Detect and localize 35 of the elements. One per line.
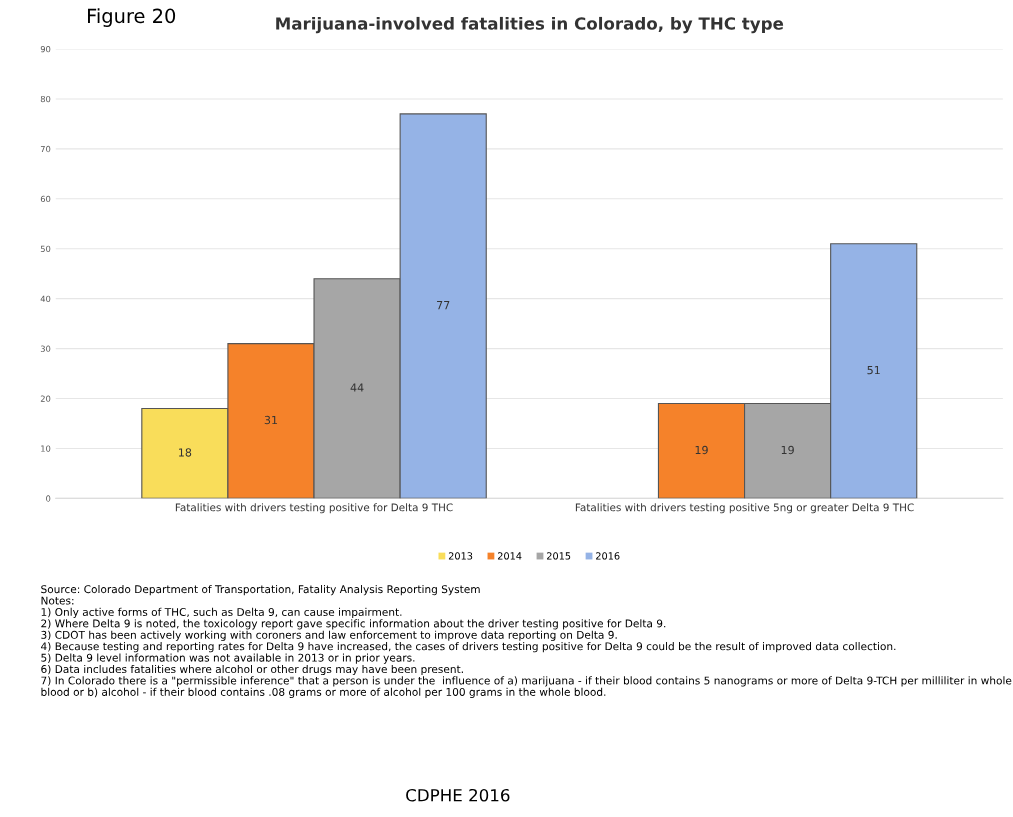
legend-label: 2013 <box>448 552 473 560</box>
text: 1) Only active forms of THC, such as Delta 9, can cause impairment. <box>41 607 402 619</box>
y-tick-label: 50 <box>40 245 51 253</box>
data-label: 51 <box>867 366 880 375</box>
data-label: 44 <box>350 383 364 392</box>
y-tick-label: 60 <box>40 195 51 203</box>
legend-label: 2014 <box>497 552 522 560</box>
x-tick-label: Fatalities with drivers testing positive 5ng or greater Delta 9 THC <box>575 503 914 514</box>
data-label: 31 <box>264 415 278 425</box>
y-tick-label: 40 <box>40 295 51 302</box>
text: 4) Because testing and reporting rates for Delta 9 have increased, the cases of drivers testing positive for Delta 9 could be the result of improved data collection. <box>41 642 896 653</box>
text: 2) Where Delta 9 is noted, the toxicology report gave specific information about the driver testing positive for Delta 9. <box>41 619 666 630</box>
y-tick-label: 30 <box>40 345 51 352</box>
y-tick-label: 20 <box>40 395 51 402</box>
text: CDPHE 2016 <box>406 788 510 802</box>
y-tick-label: 90 <box>40 46 51 53</box>
text: 6) Data includes fatalities where alcohol or other drugs may have been present. <box>41 664 463 676</box>
text: Notes: <box>41 596 74 605</box>
y-tick-label: 80 <box>40 95 51 103</box>
y-tick-label: 70 <box>40 145 51 153</box>
text: 7) In Colorado there is a "permissible inference" that a person is under the influence of a) marijuana - if their blood contains 5 nanograms or more of Delta 9-TCH per milliliter in whole blood or b) alcohol - if their blood contains .08 grams or more of alcohol per 100 grams in the whole blood. <box>41 676 1012 698</box>
y-tick-label: 0 <box>46 495 51 502</box>
chart-title: Marijuana-involved fatalities in Colorado, by THC type <box>276 16 784 34</box>
y-tick-label: 10 <box>41 445 51 452</box>
text: 3) CDOT has been actively working with coroners and law enforcement to improve data reporting on Delta 9. <box>41 630 617 641</box>
data-label: 77 <box>437 301 450 310</box>
legend-label: 2016 <box>596 552 620 560</box>
data-label: 19 <box>781 445 794 455</box>
caption: Figure 20 <box>88 8 176 27</box>
text: 5) Delta 9 level information was not available in 2013 or in prior years. <box>41 653 415 664</box>
source-note: Source: Colorado Department of Transportation, Fatality Analysis Reporting System <box>41 584 480 596</box>
legend-label: 2015 <box>547 552 571 560</box>
x-tick-label: Fatalities with drivers testing positive for Delta 9 THC <box>175 503 453 514</box>
data-label: 19 <box>695 445 708 455</box>
data-label: 18 <box>179 448 192 457</box>
